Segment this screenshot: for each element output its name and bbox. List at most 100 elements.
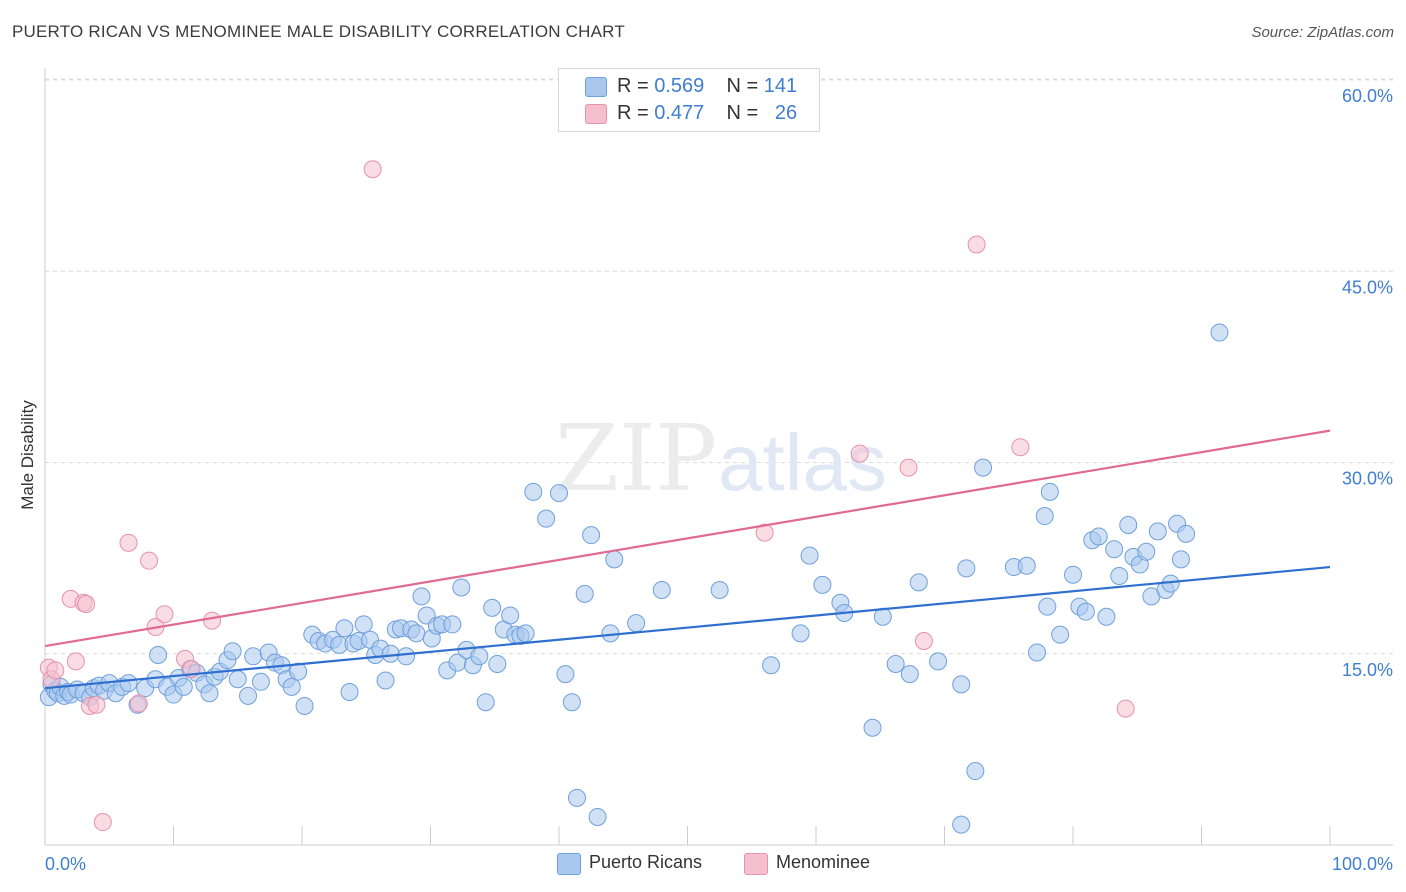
point-puerto-ricans [863,718,882,737]
y-tick-label: 15.0% [1342,660,1393,680]
point-puerto-ricans [791,624,810,643]
point-puerto-ricans [1119,515,1138,534]
point-puerto-ricans [710,581,729,599]
point-puerto-ricans [909,573,928,592]
legend-stats: R = 0.569 N = 141 R = 0.477 N = 26 [558,68,820,132]
point-puerto-ricans [1177,524,1196,543]
point-puerto-ricans [762,656,781,675]
point-puerto-ricans [575,584,594,603]
point-puerto-ricans [1089,527,1108,546]
point-puerto-ricans [900,665,919,684]
point-puerto-ricans [627,614,646,633]
point-menominee [46,661,65,680]
legend-swatch-puerto-ricans [585,77,607,97]
point-puerto-ricans [1040,482,1059,501]
point-puerto-ricans [966,762,985,781]
point-menominee [87,695,106,714]
point-puerto-ricans [443,615,462,634]
watermark: ZIP atlas [555,405,887,512]
point-puerto-ricans [239,686,258,705]
point-puerto-ricans [1035,507,1054,526]
x-tick-label-min: 0.0% [45,854,86,874]
axes [44,68,1393,846]
legend-bottom-swatch-puerto-ricans [557,853,581,875]
point-puerto-ricans [952,675,971,694]
point-menominee [119,533,138,552]
legend-r-value-puerto-ricans: 0.569 [654,75,705,97]
point-puerto-ricans [1038,597,1057,616]
point-puerto-ricans [524,482,543,501]
point-puerto-ricans [813,575,832,594]
legend-text-puerto-ricans: R = 0.569 N = 141 [617,75,797,98]
legend-r-value-menominee: 0.477 [654,102,705,124]
point-puerto-ricans [1028,643,1047,662]
point-puerto-ricans [381,644,400,663]
legend-bottom-label-puerto-ricans: Puerto Ricans [589,852,703,872]
point-menominee [140,551,159,570]
point-puerto-ricans [397,647,416,666]
point-menominee [1011,438,1030,457]
legend-n-label: N = [726,102,759,124]
point-puerto-ricans [200,684,219,703]
point-menominee [967,235,986,254]
watermark-atlas: atlas [718,418,887,507]
point-puerto-ricans [1210,323,1229,342]
legend-r-label: R = [617,75,649,97]
point-puerto-ricans [483,598,502,617]
y-tick-label: 45.0% [1342,277,1393,297]
point-menominee [899,458,918,477]
point-puerto-ricans [501,606,520,625]
point-puerto-ricans [1171,550,1190,569]
point-puerto-ricans [516,624,535,643]
legend-r-label: R = [617,102,649,124]
point-puerto-ricans [605,550,624,569]
point-puerto-ricans [556,665,575,684]
point-puerto-ricans [488,654,507,673]
y-tick-label: 60.0% [1342,86,1393,106]
point-puerto-ricans [354,615,373,634]
legend-n-value-puerto-ricans: 141 [763,75,798,97]
point-puerto-ricans [174,677,193,696]
legend-swatch-menominee [585,104,607,124]
point-puerto-ricans [652,581,671,599]
point-puerto-ricans [537,509,556,528]
point-puerto-ricans [1137,542,1156,561]
point-menominee [93,813,112,832]
point-puerto-ricans [335,619,354,638]
point-puerto-ricans [1110,566,1129,585]
point-puerto-ricans [1064,565,1082,584]
point-puerto-ricans [149,646,168,665]
point-puerto-ricans [886,654,905,673]
legend-n-label: N = [726,75,759,97]
point-puerto-ricans [289,662,308,681]
trend-line-menominee [44,429,1331,648]
trend-lines [44,429,1331,690]
point-menominee [850,444,869,463]
watermark-zip: ZIP [555,405,717,512]
point-puerto-ricans [476,693,495,712]
point-puerto-ricans [929,652,948,671]
point-puerto-ricans [957,559,976,578]
point-puerto-ricans [1148,522,1167,541]
trend-line-puerto-ricans [44,565,1331,690]
legend-bottom-label-menominee: Menominee [776,852,871,872]
source-credit: Source: ZipAtlas.com [1251,24,1394,41]
point-menominee [1116,699,1135,718]
point-menominee [363,160,382,179]
point-puerto-ricans [562,693,581,712]
point-menominee [914,632,933,650]
y-axis-label: Male Disability [18,400,37,510]
point-puerto-ricans [407,624,426,643]
chart-title: PUERTO RICAN VS MENOMINEE MALE DISABILIT… [12,22,625,41]
point-puerto-ricans [800,546,819,565]
legend-text-menominee: R = 0.477 N = 26 [617,102,797,125]
point-puerto-ricans [340,683,359,701]
point-puerto-ricans [228,670,247,689]
point-puerto-ricans [1105,540,1124,559]
point-menominee [66,652,85,671]
x-tick-label-max: 100.0% [1332,854,1393,874]
gridlines [45,78,1393,655]
point-menominee [155,605,174,624]
point-puerto-ricans [452,578,471,597]
